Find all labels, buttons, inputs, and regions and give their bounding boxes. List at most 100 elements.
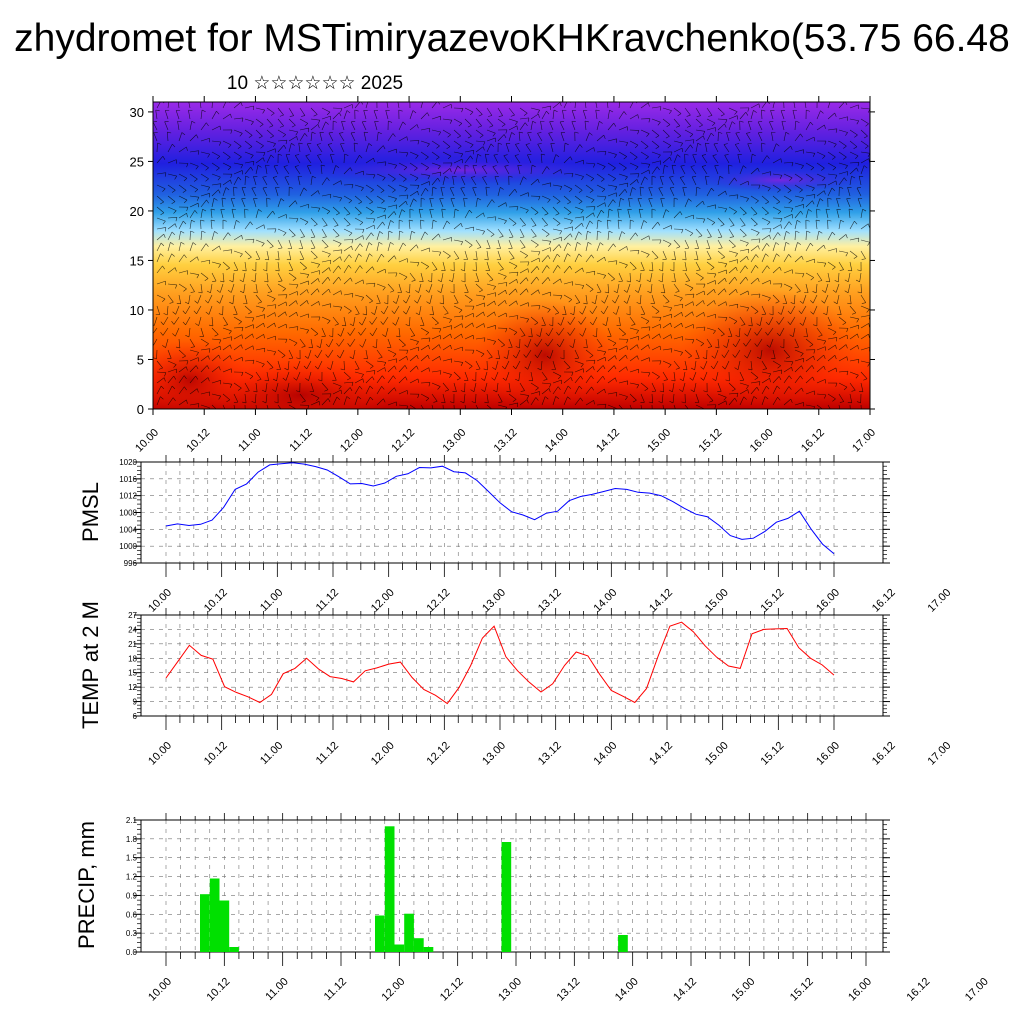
wind-barb-flag bbox=[340, 108, 343, 113]
wind-barb bbox=[585, 359, 595, 362]
wind-barb bbox=[541, 105, 551, 109]
wind-barb-flag bbox=[578, 253, 582, 257]
wind-barb-flag bbox=[766, 155, 770, 159]
wind-barb-flag bbox=[579, 385, 583, 390]
wind-barb bbox=[706, 313, 716, 318]
wind-barb-flag bbox=[821, 167, 825, 171]
wind-barb bbox=[825, 209, 829, 219]
wind-barb bbox=[607, 173, 616, 179]
wind-barb-flag bbox=[835, 344, 837, 349]
wind-barb-flag bbox=[684, 153, 689, 156]
wind-barb bbox=[222, 102, 227, 109]
wind-barb-flag bbox=[205, 343, 209, 347]
wind-barb-flag bbox=[386, 99, 390, 100]
wind-barb bbox=[299, 127, 309, 131]
wind-barb bbox=[354, 155, 360, 164]
wind-barb bbox=[294, 166, 301, 175]
wind-barb-flag bbox=[390, 290, 395, 293]
wind-barb bbox=[824, 294, 829, 304]
wind-barb-flag bbox=[200, 219, 205, 222]
wind-barb-flag bbox=[626, 345, 628, 350]
wind-barb bbox=[354, 294, 364, 298]
x-tick-label: 11.12 bbox=[322, 976, 349, 1003]
wind-barb-flag bbox=[623, 156, 627, 160]
wind-barb bbox=[418, 209, 422, 219]
wind-barb-flag bbox=[338, 243, 342, 247]
wind-barb-flag bbox=[460, 390, 465, 393]
wind-barb bbox=[560, 316, 565, 326]
wind-barb bbox=[277, 360, 281, 370]
wind-barb bbox=[464, 226, 474, 230]
wind-barb-flag bbox=[527, 261, 530, 266]
wind-barb bbox=[714, 165, 719, 175]
wind-barb-flag bbox=[708, 115, 713, 117]
wind-barb bbox=[574, 397, 581, 406]
wind-barb-flag bbox=[416, 355, 419, 359]
wind-barb bbox=[728, 239, 736, 247]
wind-barb bbox=[188, 110, 191, 120]
wind-barb-flag bbox=[183, 199, 188, 204]
wind-barb-flag bbox=[384, 367, 386, 372]
wind-barb bbox=[651, 250, 659, 258]
wind-barb-flag bbox=[498, 142, 503, 145]
wind-barb bbox=[166, 132, 169, 142]
wind-barb bbox=[585, 366, 594, 373]
wind-barb bbox=[673, 294, 683, 299]
wind-barb bbox=[189, 184, 198, 190]
wind-barb-flag bbox=[406, 350, 409, 355]
wind-barb-flag bbox=[571, 173, 574, 178]
wind-barb bbox=[816, 393, 826, 396]
wind-barb bbox=[717, 338, 720, 348]
wind-barb bbox=[376, 349, 383, 358]
wind-barb-flag bbox=[426, 301, 430, 304]
wind-barb bbox=[244, 261, 247, 271]
wind-barb bbox=[684, 311, 693, 318]
wind-barb bbox=[310, 288, 318, 296]
wind-barb-flag bbox=[344, 153, 349, 156]
wind-barb bbox=[728, 397, 736, 406]
wind-barb bbox=[607, 231, 610, 241]
wind-barb-flag bbox=[383, 145, 386, 150]
wind-barb-flag bbox=[171, 201, 176, 205]
wind-barb bbox=[365, 242, 370, 252]
wind-barb bbox=[739, 239, 749, 244]
wind-barb-flag bbox=[764, 212, 769, 216]
wind-barb-flag bbox=[714, 273, 717, 278]
y-axis-title: PMSL bbox=[78, 482, 103, 542]
wind-barb bbox=[189, 388, 198, 395]
wind-barb bbox=[519, 250, 528, 256]
wind-barb-flag bbox=[766, 344, 771, 348]
wind-barb bbox=[211, 338, 221, 341]
wind-barb bbox=[328, 338, 334, 348]
wind-barb-flag bbox=[192, 242, 197, 246]
wind-barb bbox=[515, 360, 521, 370]
wind-barb-flag bbox=[721, 354, 725, 358]
x-tick-label: 13.12 bbox=[492, 427, 520, 455]
wind-barb bbox=[167, 159, 177, 164]
wind-barb-flag bbox=[595, 109, 600, 112]
wind-barb bbox=[838, 316, 847, 323]
wind-barb bbox=[211, 245, 220, 252]
wind-barb-flag bbox=[508, 175, 513, 178]
wind-barb bbox=[618, 327, 626, 335]
wind-barb bbox=[794, 203, 804, 208]
wind-barb-flag bbox=[805, 99, 809, 100]
wind-barb-flag bbox=[823, 263, 827, 267]
wind-barb-flag bbox=[291, 143, 295, 146]
wind-barb bbox=[266, 239, 274, 247]
wind-barb bbox=[420, 247, 430, 252]
wind-barb bbox=[376, 221, 383, 230]
wind-barb bbox=[167, 206, 177, 211]
wind-barb bbox=[387, 242, 391, 252]
wind-barb bbox=[409, 110, 414, 120]
wind-barb-flag bbox=[351, 293, 354, 298]
wind-barb bbox=[222, 368, 232, 373]
wind-barb-flag bbox=[513, 265, 518, 270]
wind-barb-flag bbox=[285, 301, 287, 306]
wind-barb bbox=[398, 258, 408, 263]
wind-barb-flag bbox=[253, 390, 258, 393]
wind-barb bbox=[353, 316, 356, 326]
wind-barb bbox=[728, 228, 734, 237]
wind-barb bbox=[607, 151, 617, 155]
wind-barb-flag bbox=[477, 153, 482, 157]
